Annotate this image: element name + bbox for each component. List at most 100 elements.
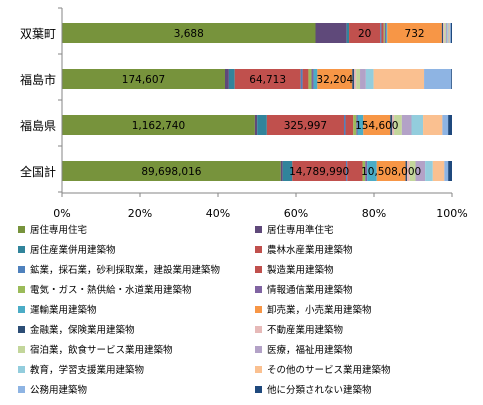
legend-swatch-4 bbox=[18, 265, 25, 273]
legend-label-11: 不動産業用建築物 bbox=[267, 325, 344, 336]
bar-segment-2-0 bbox=[346, 23, 350, 43]
legend-label-2: 居住産業併用建築物 bbox=[30, 245, 116, 256]
data-label-3-1: 64,713 bbox=[249, 74, 286, 86]
bar-segment-17-1 bbox=[451, 69, 452, 89]
bar-segment-5-2 bbox=[345, 115, 354, 135]
bar-segment-8-2 bbox=[357, 115, 364, 135]
x-tick-label-1: 20% bbox=[128, 207, 152, 220]
bar-segment-5-3 bbox=[347, 161, 363, 181]
bar-segment-9-1 bbox=[317, 69, 353, 89]
legend-swatch-3 bbox=[255, 245, 262, 253]
bar-segment-6-0 bbox=[383, 23, 385, 43]
legend-swatch-1 bbox=[255, 225, 262, 233]
bar-segment-4-1 bbox=[300, 69, 303, 89]
data-label-3-0: 20 bbox=[358, 28, 371, 40]
bar-segment-12-2 bbox=[394, 115, 402, 135]
bar-segment-11-1 bbox=[354, 69, 357, 89]
data-label-3-2: 325,997 bbox=[284, 120, 327, 132]
bar-segment-11-0 bbox=[443, 23, 445, 43]
bar-segment-3-3 bbox=[292, 161, 347, 181]
legend-swatch-9 bbox=[255, 305, 262, 313]
bar-segment-16-2 bbox=[442, 115, 449, 135]
legend-item-8: 運輸業用建築物 bbox=[18, 302, 97, 316]
bars-layer bbox=[62, 23, 452, 181]
bar-segment-3-1 bbox=[234, 69, 301, 89]
legend-item-14: 教育，学習支援業用建築物 bbox=[18, 362, 144, 376]
x-tick-label-5: 100% bbox=[436, 207, 467, 220]
x-tick-label-3: 60% bbox=[284, 207, 308, 220]
legend-label-10: 金融業，保険業用建築物 bbox=[30, 325, 135, 336]
bar-segment-14-2 bbox=[411, 115, 424, 135]
bar-segment-17-3 bbox=[448, 161, 452, 181]
legend-item-17: 他に分類されない建築物 bbox=[255, 382, 372, 396]
legend-label-13: 医療，福祉用建築物 bbox=[267, 345, 353, 356]
bar-segment-16-0 bbox=[449, 23, 451, 43]
bar-segment-0-3 bbox=[62, 161, 281, 181]
legend-item-3: 農林水産業用建築物 bbox=[255, 242, 353, 256]
bar-segment-17-0 bbox=[450, 23, 452, 43]
legend-item-12: 宿泊業，飲食サービス業用建築物 bbox=[18, 342, 173, 356]
data-label-9-3: 10,508,000 bbox=[361, 166, 421, 178]
legend-item-10: 金融業，保険業用建築物 bbox=[18, 322, 135, 336]
legend-swatch-17 bbox=[255, 385, 262, 393]
legend-swatch-15 bbox=[255, 365, 262, 373]
bar-segment-8-1 bbox=[313, 69, 318, 89]
bar-segment-13-3 bbox=[415, 161, 426, 181]
legend-item-4: 鉱業，採石業，砂利採取業，建設業用建築物 bbox=[18, 262, 220, 276]
bar-segment-13-2 bbox=[401, 115, 412, 135]
bar-segment-7-0 bbox=[384, 23, 387, 43]
legend-item-0: 居住専用住宅 bbox=[18, 222, 87, 236]
bar-segment-15-3 bbox=[432, 161, 445, 181]
data-label-9-0: 732 bbox=[405, 28, 425, 40]
bar-segment-16-3 bbox=[444, 161, 449, 181]
bar-segment-11-3 bbox=[407, 161, 410, 181]
category-label-2: 福島県 bbox=[20, 118, 56, 133]
legend-label-6: 電気・ガス・熱供給・水道業用建築物 bbox=[30, 285, 192, 296]
legend-swatch-6 bbox=[18, 285, 25, 293]
bar-segment-7-1 bbox=[311, 69, 314, 89]
bar-segment-6-3 bbox=[362, 161, 366, 181]
bar-segment-3-0 bbox=[349, 23, 381, 43]
bar-segment-15-0 bbox=[448, 23, 450, 43]
bar-segment-14-3 bbox=[425, 161, 433, 181]
legend-swatch-5 bbox=[255, 265, 262, 273]
bar-segment-2-3 bbox=[282, 161, 293, 181]
legend-label-1: 居住専用準住宅 bbox=[267, 225, 334, 236]
bar-segment-9-0 bbox=[387, 23, 442, 43]
legend-item-1: 居住専用準住宅 bbox=[255, 222, 334, 236]
bar-segment-5-1 bbox=[302, 69, 309, 89]
legend-swatch-16 bbox=[18, 385, 25, 393]
legend-label-12: 宿泊業，飲食サービス業用建築物 bbox=[30, 345, 173, 356]
category-label-1: 福島市 bbox=[20, 72, 56, 87]
bar-segment-7-2 bbox=[356, 115, 358, 135]
category-label-0: 双葉町 bbox=[20, 27, 56, 41]
legend-label-0: 居住専用住宅 bbox=[30, 225, 88, 236]
bar-segment-1-3 bbox=[280, 161, 283, 181]
bar-segment-2-1 bbox=[228, 69, 235, 89]
bar-segment-10-3 bbox=[405, 161, 408, 181]
data-label-0-3: 89,698,016 bbox=[141, 166, 201, 178]
bar-data-labels: 3,688 20 732 174,607 64,713 32,204 1,162,740 32… bbox=[122, 28, 425, 178]
bar-segment-16-1 bbox=[424, 69, 452, 89]
bar-segment-0-0 bbox=[62, 23, 316, 43]
bar-segment-12-3 bbox=[409, 161, 416, 181]
bar-segment-2-2 bbox=[257, 115, 267, 135]
legend-item-16: 公務用建築物 bbox=[18, 382, 87, 396]
bar-segment-5-0 bbox=[381, 23, 384, 43]
bar-segment-6-1 bbox=[308, 69, 312, 89]
bar-segment-13-0 bbox=[445, 23, 448, 43]
data-label-9-2: 154,600 bbox=[355, 120, 398, 132]
bar-segment-4-0 bbox=[380, 23, 382, 43]
legend-label-15: その他のサービス業用建築物 bbox=[267, 365, 391, 376]
bar-segment-10-1 bbox=[352, 69, 355, 89]
category-label-3: 全国計 bbox=[20, 164, 56, 179]
legend-swatch-0 bbox=[18, 225, 25, 233]
data-label-0-1: 174,607 bbox=[122, 74, 165, 86]
legend-label-17: 他に分類されない建築物 bbox=[267, 385, 372, 396]
legend-label-14: 教育，学習支援業用建築物 bbox=[30, 365, 145, 376]
data-label-0-2: 1,162,740 bbox=[132, 120, 185, 132]
bar-segment-8-0 bbox=[386, 23, 388, 43]
bar-segment-9-2 bbox=[363, 115, 391, 135]
bar-segment-10-0 bbox=[441, 23, 444, 43]
